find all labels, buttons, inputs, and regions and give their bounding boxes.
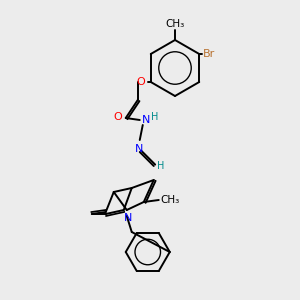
Text: CH₃: CH₃ xyxy=(161,195,180,205)
Text: O: O xyxy=(113,112,122,122)
Text: H: H xyxy=(157,161,164,171)
Text: CH₃: CH₃ xyxy=(165,19,184,29)
Text: N: N xyxy=(124,213,132,223)
Text: H: H xyxy=(151,112,158,122)
Text: N: N xyxy=(135,144,143,154)
Text: N: N xyxy=(142,115,150,125)
Text: O: O xyxy=(136,77,145,87)
Text: Br: Br xyxy=(203,49,215,59)
